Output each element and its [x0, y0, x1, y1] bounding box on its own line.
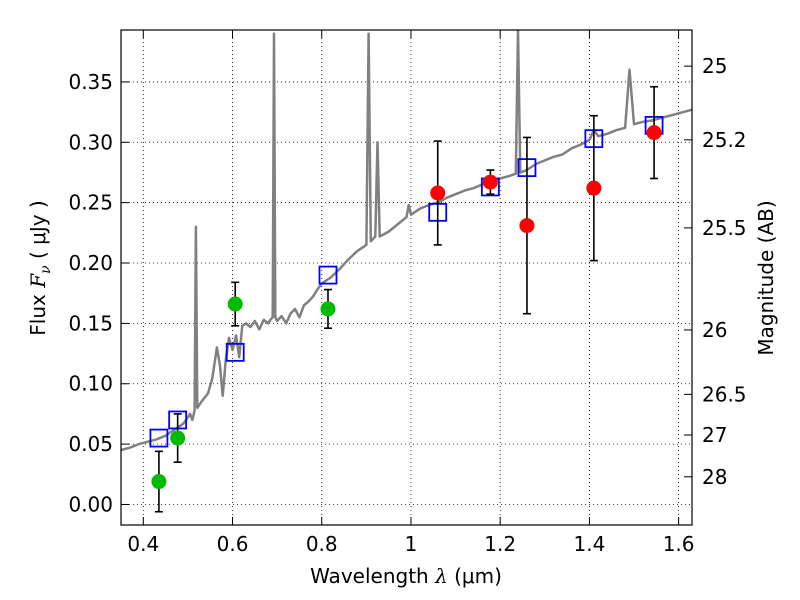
y-axis-label: Flux Fν ( μJy )	[26, 200, 54, 335]
right-y-axis-label: Magnitude (AB)	[754, 200, 778, 355]
y-tick-label: 0.25	[68, 191, 113, 215]
spectrum-line	[121, 30, 692, 452]
x-tick-label: 1.2	[484, 532, 516, 556]
ticks: 0.4 0.6 0.8 1 1.2 1.4 1.6 0.00 0.05 0.10 0.15 0.20 0…	[68, 30, 747, 556]
y-tick-label: 0.20	[68, 251, 113, 275]
x-tick-label: 1.4	[573, 532, 605, 556]
right-tick-label: 28	[702, 465, 727, 489]
right-tick-label: 25.5	[702, 216, 747, 240]
model-square-marker	[225, 342, 245, 362]
x-tick-label: 0.6	[217, 532, 249, 556]
y-tick-label: 0.30	[68, 130, 113, 154]
photometry-point	[519, 218, 535, 234]
photometry-point	[151, 474, 167, 490]
x-tick-label: 0.8	[306, 532, 338, 556]
right-tick-label: 25	[702, 54, 727, 78]
plot-frame	[120, 29, 693, 526]
photometry-point	[482, 174, 498, 190]
right-tick-label: 26.5	[702, 382, 747, 406]
right-tick-label: 25.2	[702, 128, 747, 152]
photometry-point	[646, 125, 662, 141]
error-bars	[151, 85, 662, 513]
y-tick-label: 0.15	[68, 311, 113, 335]
photometry-point	[227, 296, 243, 312]
y-tick-label: 0.35	[68, 70, 113, 94]
y-tick-label: 0.10	[68, 372, 113, 396]
right-tick-label: 27	[702, 423, 727, 447]
photometry-point	[170, 430, 186, 446]
right-tick-label: 26	[702, 318, 727, 342]
x-tick-label: 1.6	[663, 532, 695, 556]
photometry-point	[320, 301, 336, 317]
model-square-marker	[149, 428, 169, 448]
photometry-point	[430, 185, 446, 201]
model-square-marker	[318, 265, 338, 285]
y-tick-label: 0.00	[68, 492, 113, 516]
x-tick-label: 1	[405, 532, 418, 556]
photometry-point	[586, 180, 602, 196]
x-tick-label: 0.4	[127, 532, 159, 556]
x-axis-label: Wavelength λ (μm)	[310, 564, 502, 588]
y-tick-label: 0.05	[68, 432, 113, 456]
